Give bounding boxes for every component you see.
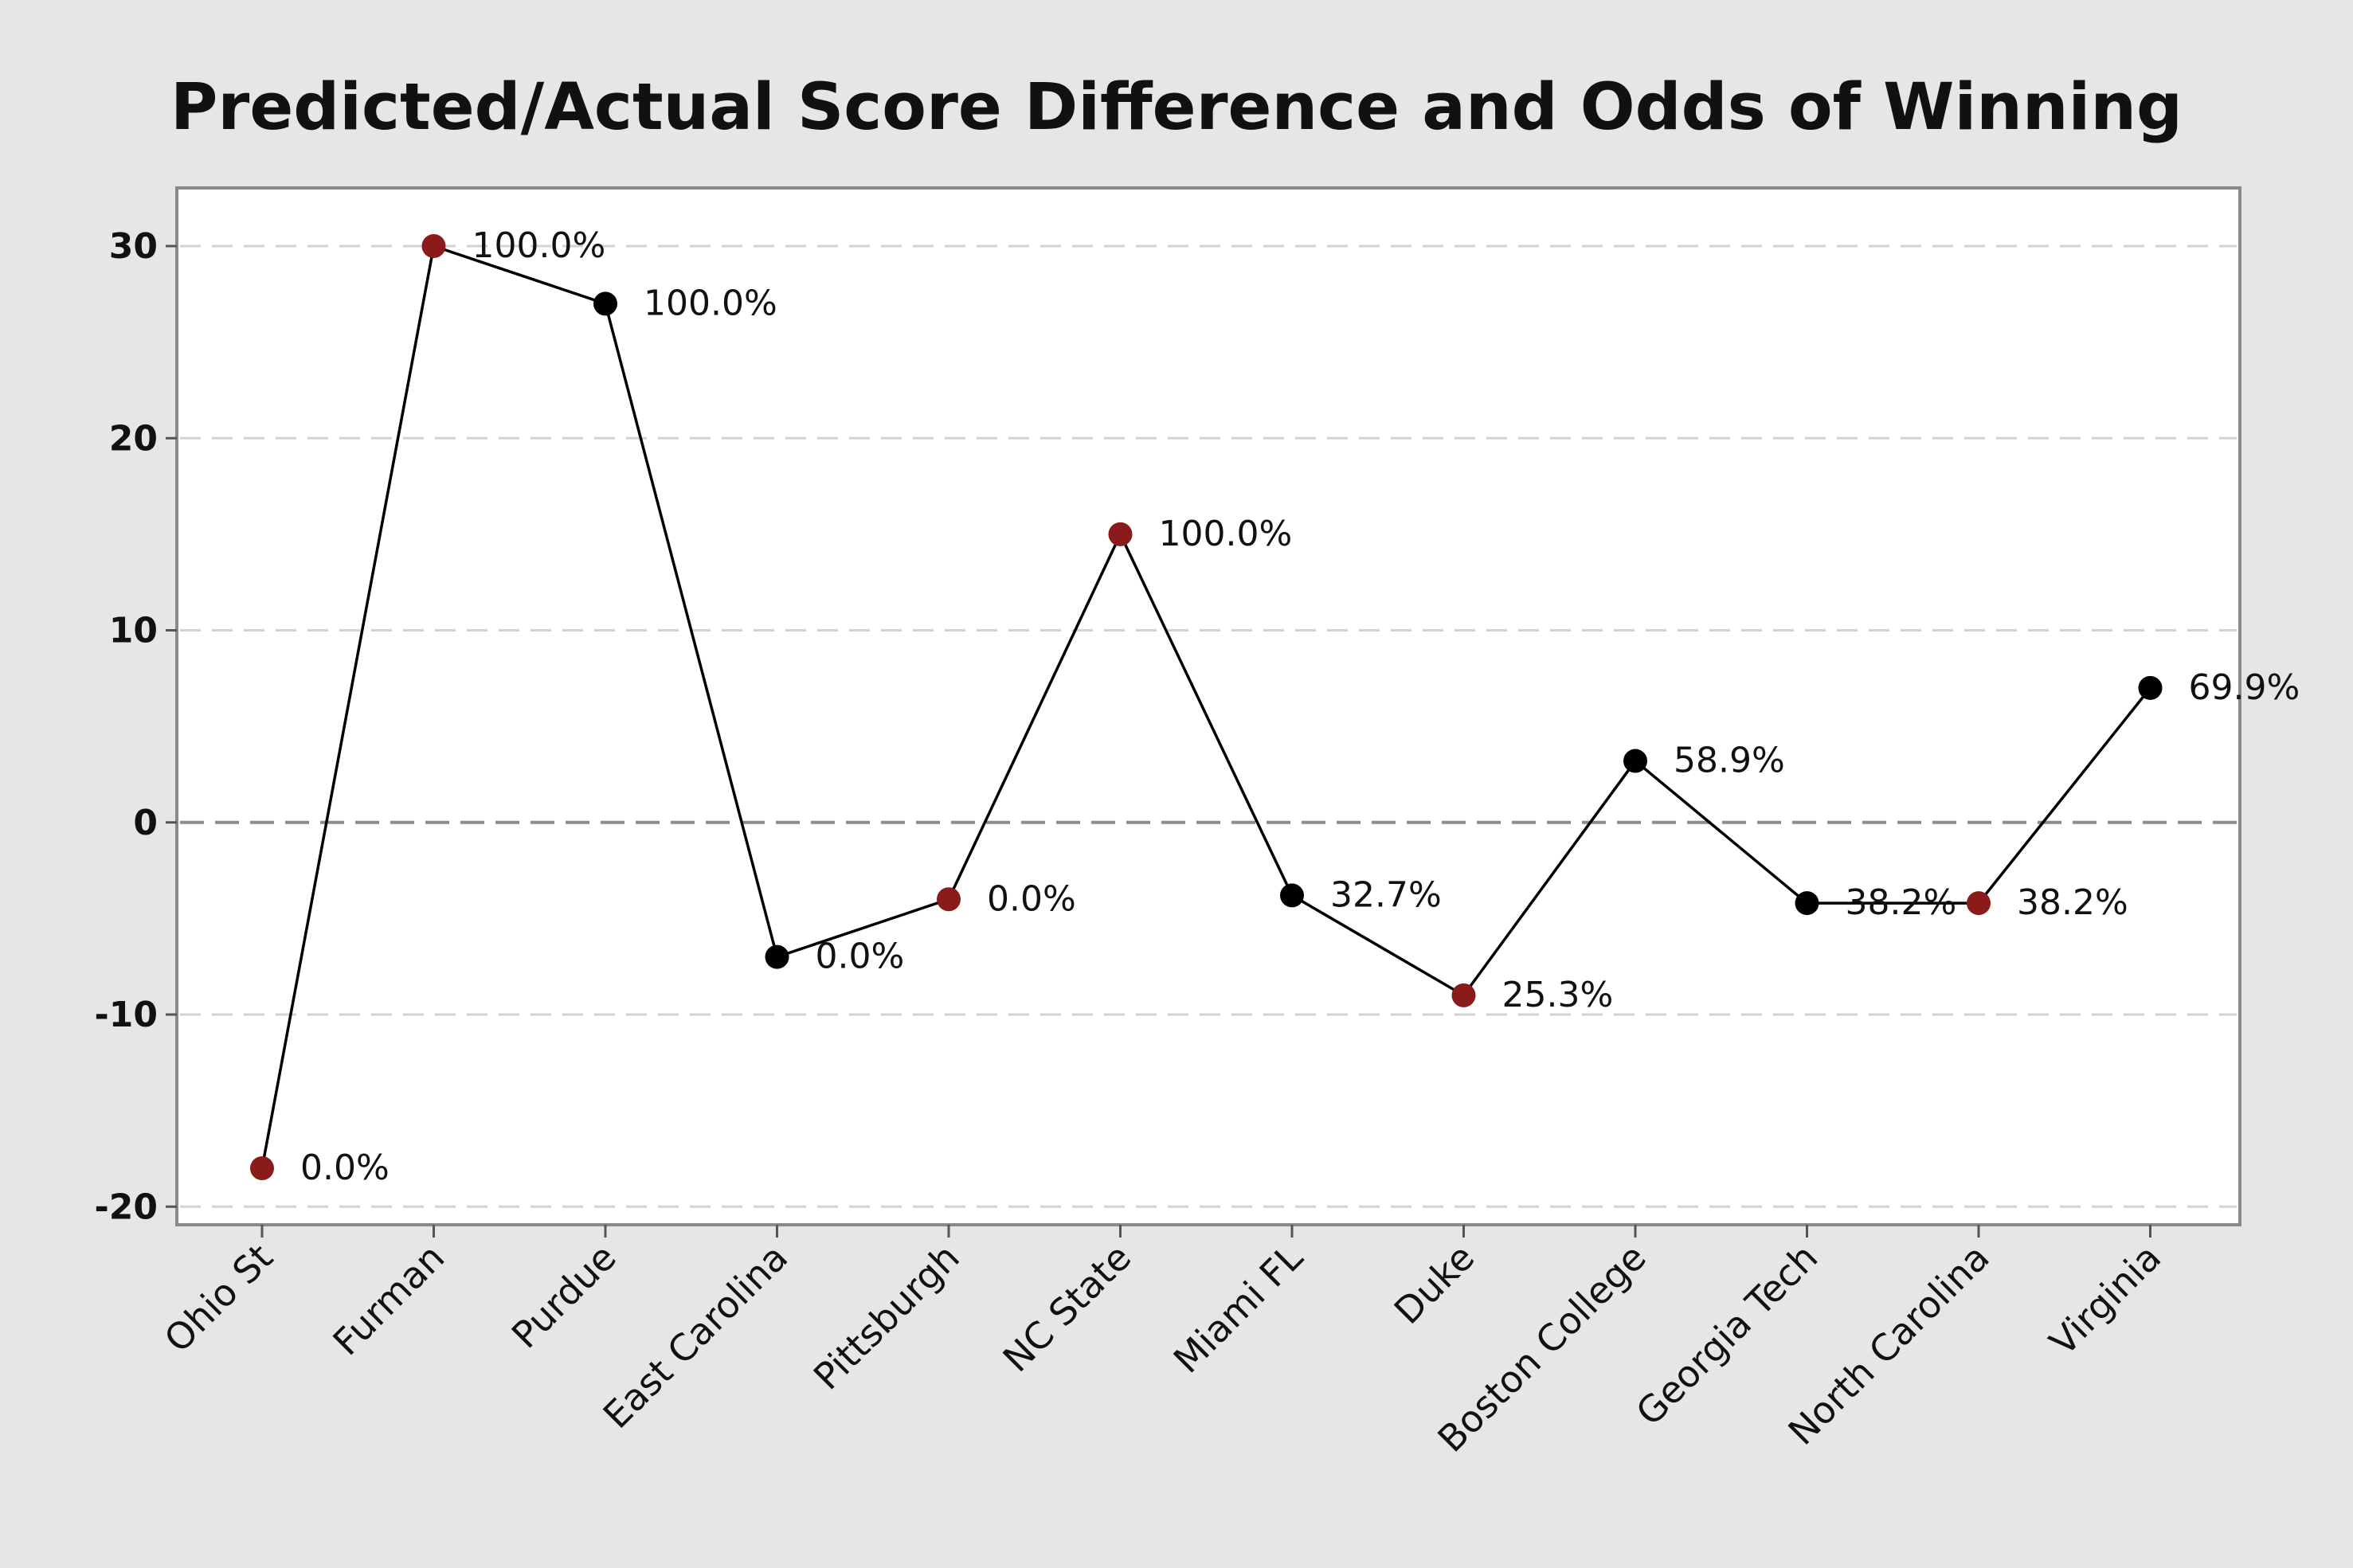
chart-title: Predicted/Actual Score Difference and Od… [170,70,2183,145]
data-point [2138,675,2163,700]
y-tick-label: 0 [133,803,158,843]
data-label: 0.0% [816,936,905,977]
x-tick-label: Purdue [503,1236,624,1357]
data-point [765,944,789,969]
x-tick-label: Pittsburgh [805,1236,968,1398]
data-point [1280,883,1304,908]
data-point [1108,522,1133,546]
y-tick-label: -10 [95,995,159,1035]
data-label: 38.2% [1846,882,1957,923]
data-point [250,1156,274,1180]
data-label: 100.0% [1159,514,1293,554]
series [250,234,2163,1180]
x-tick-label: Miami FL [1165,1235,1311,1381]
data-labels: 0.0% 100.0% 100.0% 0.0% 0.0% 100.0% 32.7% 25.3%… [300,225,2300,1188]
series-line [260,244,2151,1169]
x-tick-label: NC State [995,1236,1140,1381]
y-tick-label: 30 [109,226,158,267]
gridlines [180,244,2237,1208]
y-tick-label: 20 [109,418,158,459]
x-tick-label: Duke [1386,1236,1483,1333]
data-point [1623,749,1647,773]
x-tick-label: Ohio St [156,1236,281,1361]
plot-area [175,186,2241,1226]
y-tick-label: 10 [109,611,158,651]
data-point [1451,983,1476,1007]
data-label: 58.9% [1674,741,1785,781]
data-point [421,234,446,258]
data-label: 100.0% [472,225,606,266]
y-tick-label: -20 [95,1187,159,1227]
x-tick-label: East Carolina [595,1236,797,1437]
x-tick-label: Virginia [2041,1236,2169,1364]
data-point [1967,891,1991,916]
data-point [1795,891,1819,916]
data-label: 38.2% [2017,882,2128,923]
data-label: 32.7% [1330,874,1442,915]
data-label: 25.3% [1502,975,1614,1015]
x-tick-label: Furman [325,1236,453,1364]
x-tick-label: Georgia Tech [1627,1236,1826,1434]
data-label: 100.0% [644,283,777,323]
data-label: 0.0% [987,878,1076,919]
data-label: 0.0% [300,1148,390,1188]
data-point [937,887,961,912]
data-point [593,291,617,316]
data-label: 69.9% [2189,667,2300,708]
